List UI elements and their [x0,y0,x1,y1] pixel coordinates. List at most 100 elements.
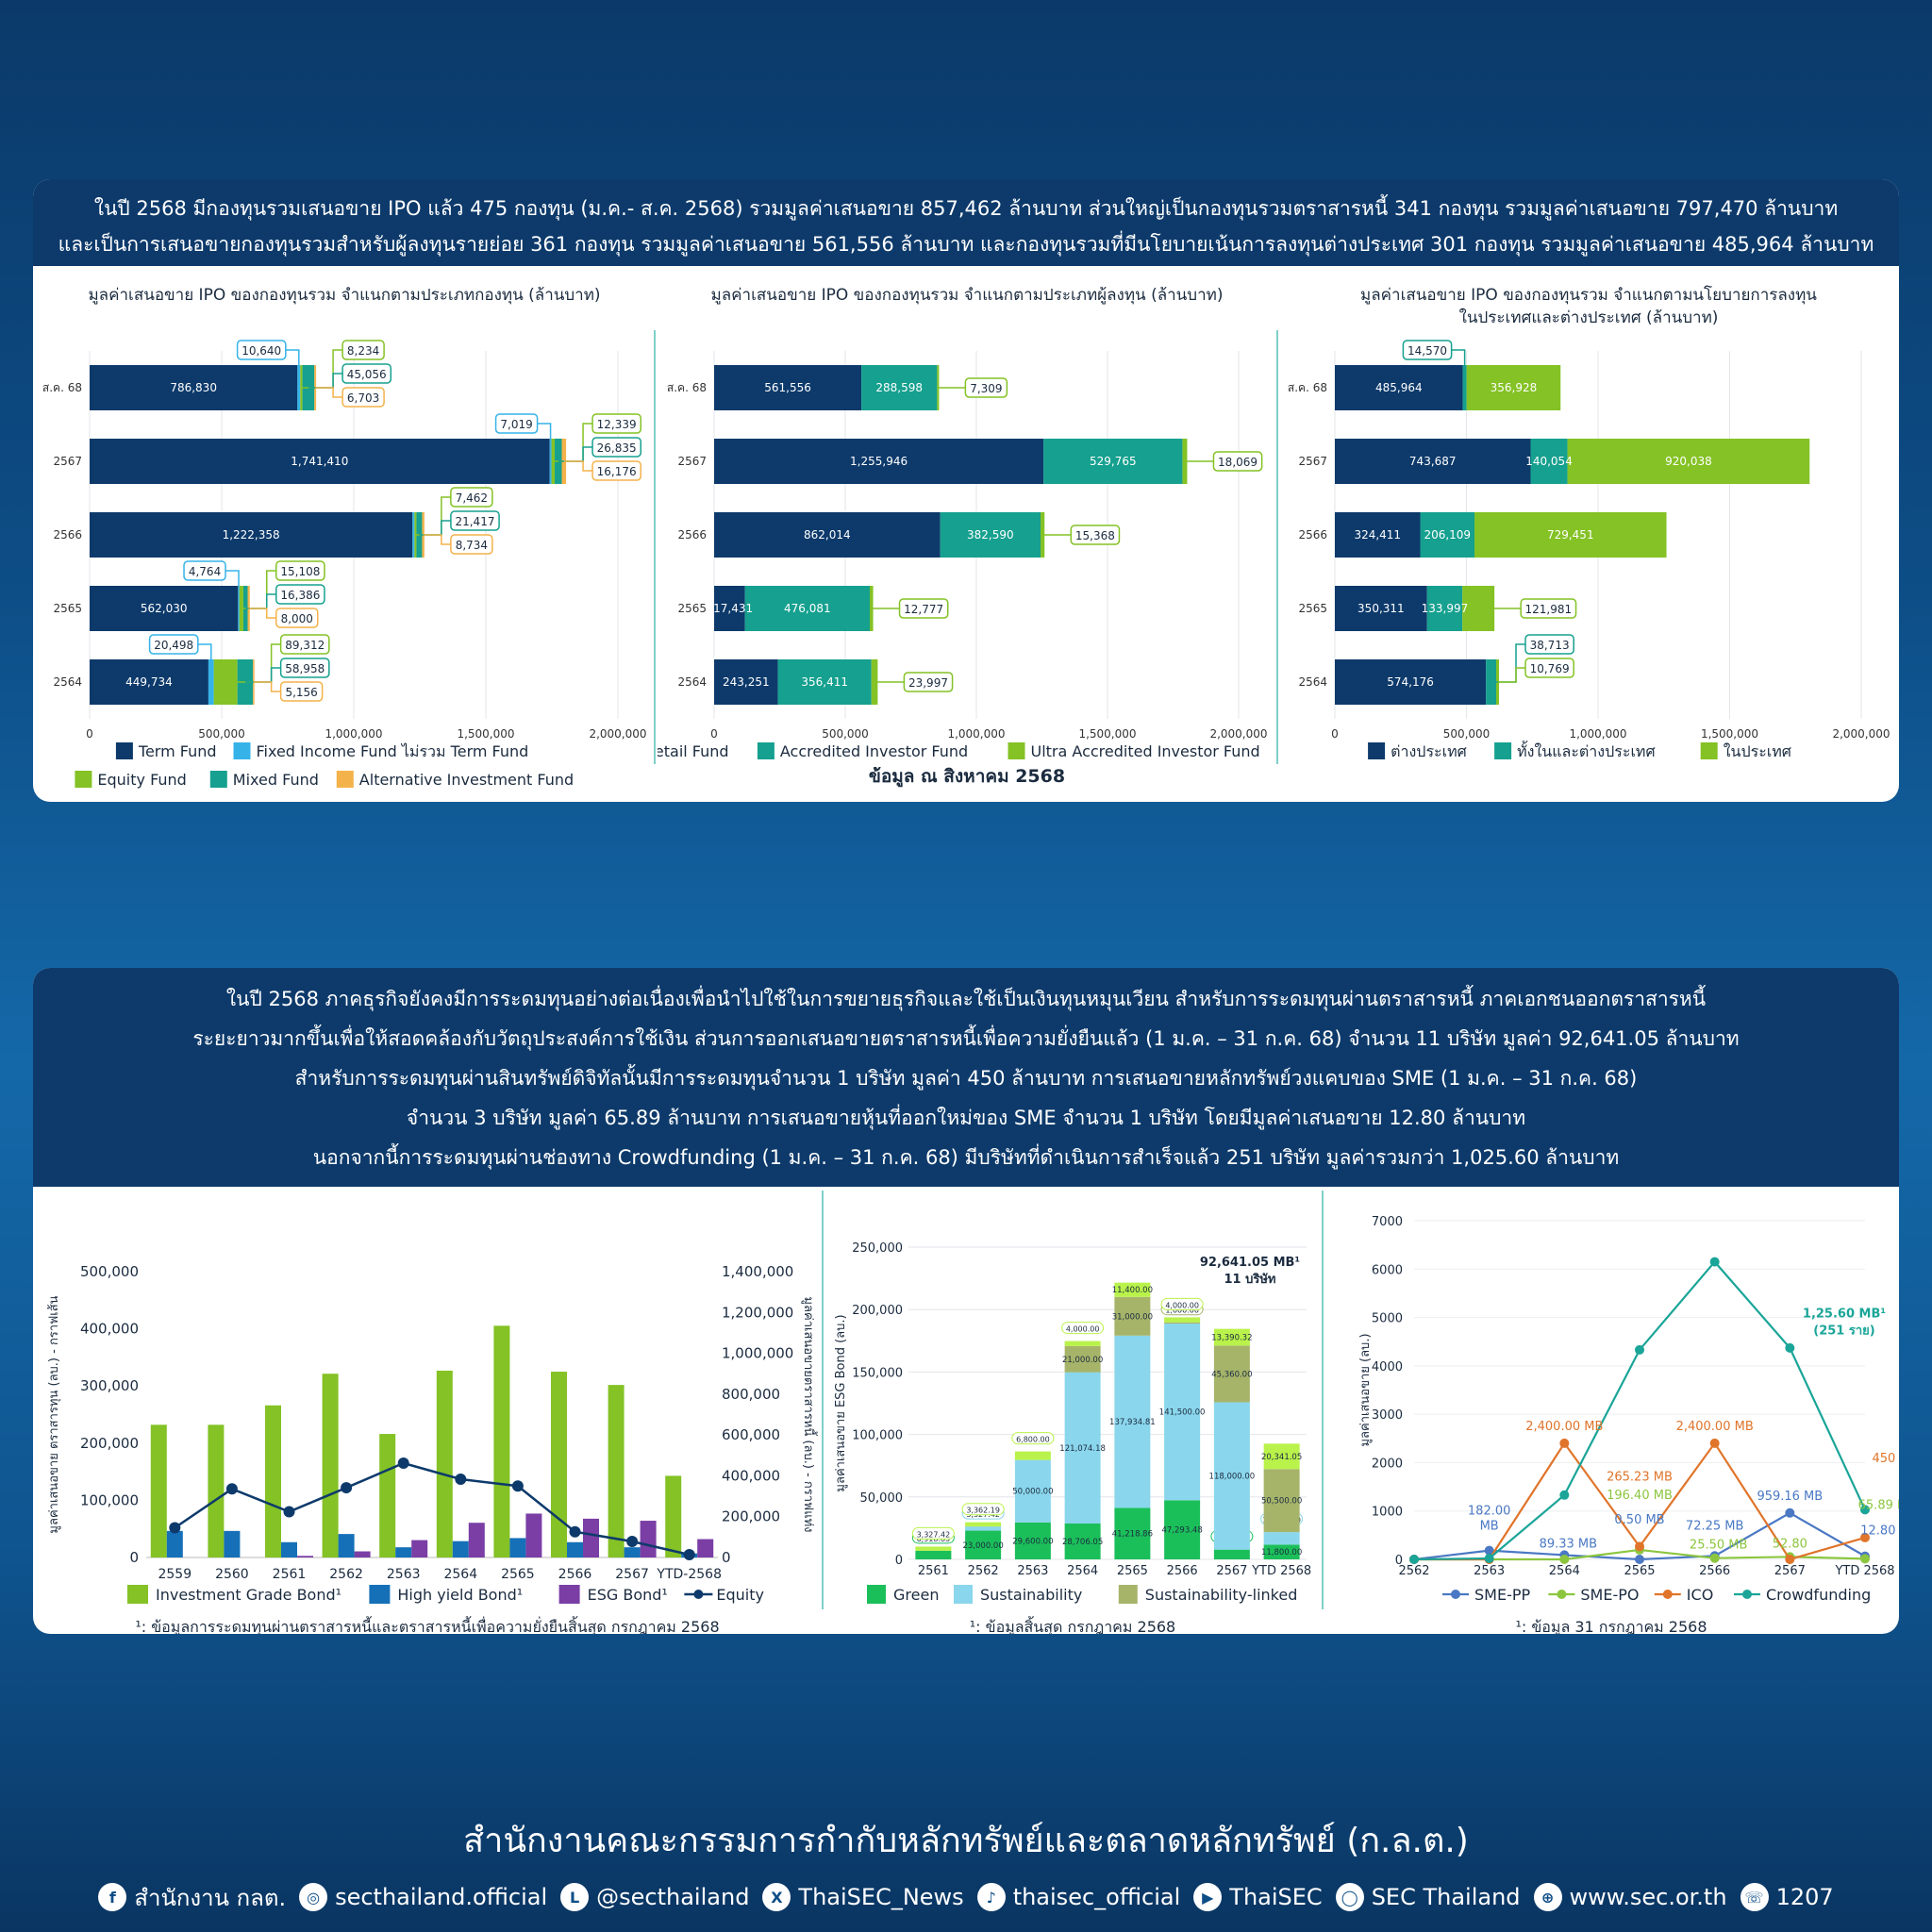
social-link-globe[interactable]: ⊕ www.sec.or.th [1533,1883,1727,1911]
callout-box [275,584,325,605]
bar-segment [861,365,938,410]
series-point [1785,1507,1795,1518]
social-link-youtube[interactable]: ▶ ThaiSEC [1193,1883,1323,1911]
bar-segment [300,365,303,410]
bar [297,1556,313,1557]
callout-leader [1497,667,1526,683]
bar [525,1513,542,1557]
y-tick-label: 4000 [1372,1360,1403,1374]
bar-value-label: 729,451 [1547,528,1594,541]
callout-leader [537,423,552,439]
segment-label: 50,000.00 [1012,1488,1053,1497]
x-tick-label: 2,000,000 [1832,727,1890,741]
chart-investment-policy: มูลค่าเสนอขาย IPO ของกองทุนรวม จำแนกตามน… [1288,285,1890,760]
bar-value-label: 862,014 [804,528,851,541]
social-link-tiktok[interactable]: ♪ thaisec_official [976,1883,1180,1911]
social-link-x[interactable]: X ThaiSEC_News [762,1883,964,1911]
callout-label: 20,498 [154,639,193,652]
legend-swatch [1557,1590,1567,1599]
legend-swatch [115,742,133,759]
y-left-tick-label: 500,000 [80,1263,139,1280]
x-tick-label: 0 [1331,727,1339,741]
callout-box [236,340,287,360]
callout-label: 23,997 [908,676,948,690]
x-tick-label: 2567 [1774,1564,1806,1578]
bar [208,1424,225,1557]
bar [468,1523,485,1557]
total-annotation: 92,641.05 MB¹ [1200,1256,1300,1270]
series-point [1860,1554,1870,1564]
callout-label: 8,000 [281,612,313,625]
segment-label: 21,000.00 [1062,1356,1103,1365]
bar-value-label: 117,431 [707,602,754,615]
callout-label: 12,339 [597,418,637,431]
y-left-tick-label: 100,000 [80,1491,139,1508]
social-link-chat[interactable]: ◯ SEC Thailand [1335,1883,1521,1911]
legend-swatch [693,1590,704,1599]
category-label: 2567 [677,455,707,468]
callout-box [341,387,385,408]
bar-value-label: 476,081 [784,602,831,615]
bar-segment [1040,512,1045,558]
bar [224,1530,241,1557]
bar-segment [1335,659,1487,705]
equity-point [455,1473,467,1485]
bar-value-label: 562,030 [141,602,188,615]
equity-point [169,1522,181,1534]
callout-leader [315,387,343,398]
social-link-line[interactable]: L @secthailand [560,1883,749,1911]
x-tick-label: 2563 [387,1567,421,1582]
bar-segment [714,586,745,631]
segment-label: 11,400.00 [1112,1286,1153,1295]
callout-label: 12,777 [904,603,943,616]
x-tick-label: 2564 [443,1567,477,1582]
legend-swatch [1451,1590,1460,1599]
legend-swatch [1700,742,1718,759]
x-tick-label: 2565 [1117,1564,1148,1578]
x-tick-label: 2561 [918,1564,949,1578]
bar-value-label: 133,997 [1422,602,1469,615]
equity-point [569,1525,581,1538]
x-tick-label: 2561 [273,1567,307,1582]
y-tick-label: 250,000 [852,1241,903,1256]
y-axis-label: มูลค่าเสนอขาย ESG Bond (ลบ.) [834,1314,848,1491]
social-link-label: @secthailand [596,1884,750,1910]
bar-segment [1335,439,1531,484]
callout-box [1524,658,1574,678]
segment-label: 13,390.32 [1211,1334,1252,1343]
footer-org-name: สำนักงานคณะกรรมการกำกับหลักทรัพย์และตลาด… [463,1822,1469,1860]
x-tick-label: 2,000,000 [589,727,646,741]
category-label: 2564 [53,675,82,689]
bar [354,1551,371,1557]
bar [583,1518,599,1557]
point-annotation: 89.33 MB [1540,1537,1597,1551]
bar [697,1539,714,1557]
bar [338,1534,355,1557]
series-point [1559,1555,1570,1564]
bar-value-label: 288,598 [875,381,923,394]
x-tick-label: 1,500,000 [1078,727,1136,741]
equity-point [341,1482,353,1494]
bar-value-label: 1,741,410 [291,455,348,468]
callout-label: 121,981 [1525,603,1573,616]
x-tick-label: 2567 [1216,1564,1247,1578]
y-tick-label: 0 [1395,1554,1403,1568]
category-label: ส.ค. 68 [1288,381,1327,394]
y-tick-label: 1000 [1372,1506,1403,1520]
segment-label: 29,600.00 [1012,1537,1053,1546]
segment-label: 3,362.19 [966,1507,1000,1515]
callout-leader [225,570,240,586]
legend-swatch [1662,1590,1673,1599]
point-annotation: 25.50 MB [1690,1539,1747,1553]
social-link-facebook[interactable]: f สำนักงาน กลต. [98,1879,286,1916]
bar-segment [1474,512,1667,558]
x-tick-label: 500,000 [822,727,869,741]
bar-segment [777,659,872,705]
point-annotation: 2,400.00 MB [1525,1420,1603,1434]
x-tick-label: 2564 [1549,1564,1580,1578]
x-tick-label: 500,000 [1443,727,1491,741]
callout-label: 89,312 [285,639,325,652]
social-link-phone[interactable]: ☏ 1207 [1740,1883,1834,1911]
bar-value-label: 206,109 [1424,528,1471,541]
social-link-instagram[interactable]: ◎ secthailand.official [299,1883,547,1911]
